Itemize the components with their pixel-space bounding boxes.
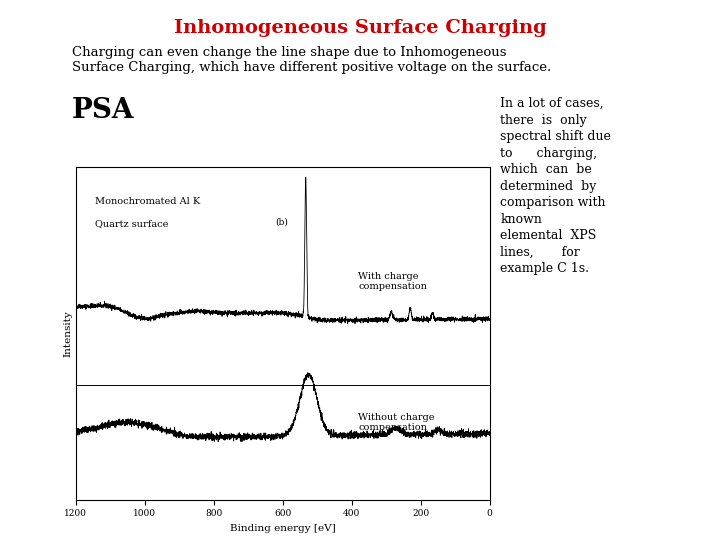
Text: PSA: PSA — [72, 97, 135, 124]
X-axis label: Binding energy [eV]: Binding energy [eV] — [230, 524, 336, 533]
Text: Quartz surface: Quartz surface — [94, 219, 168, 228]
Text: With charge
compensation: With charge compensation — [359, 272, 428, 292]
Y-axis label: Intensity: Intensity — [64, 310, 73, 357]
Text: Charging can even change the line shape due to Inhomogeneous
Surface Charging, w: Charging can even change the line shape … — [72, 46, 552, 74]
Text: Without charge
compensation: Without charge compensation — [359, 413, 435, 433]
Text: In a lot of cases,
there  is  only
spectral shift due
to      charging,
which  c: In a lot of cases, there is only spectra… — [500, 97, 611, 275]
Text: Monochromated Al K: Monochromated Al K — [94, 197, 200, 206]
Text: (b): (b) — [276, 217, 289, 226]
Text: Inhomogeneous Surface Charging: Inhomogeneous Surface Charging — [174, 19, 546, 37]
